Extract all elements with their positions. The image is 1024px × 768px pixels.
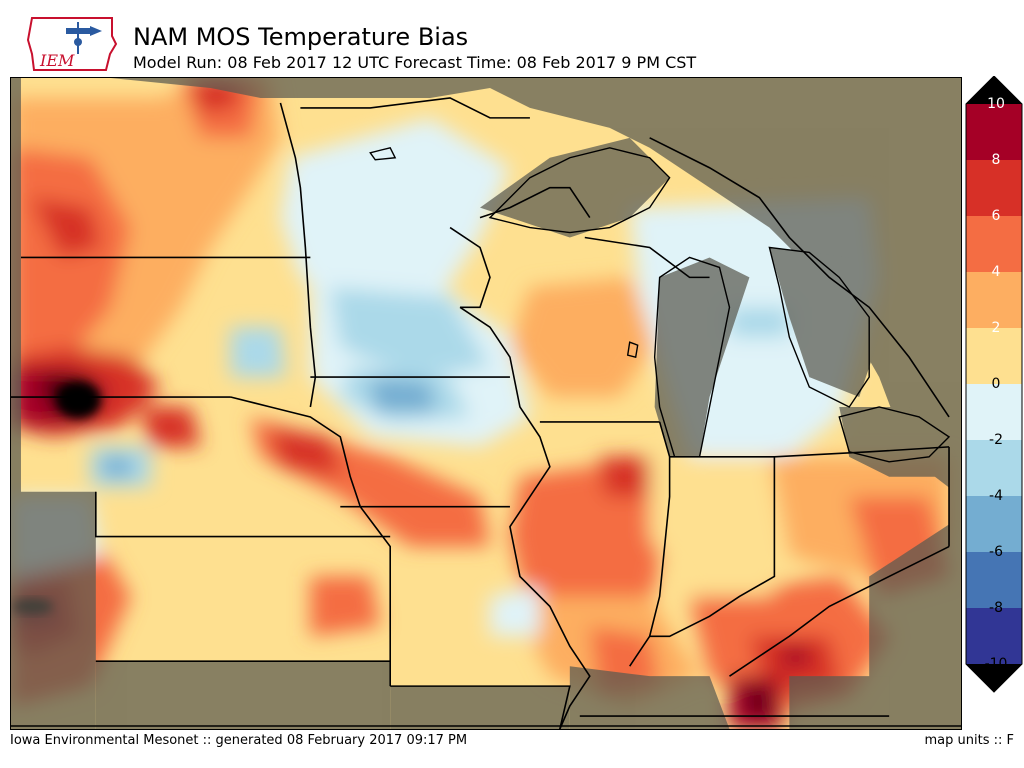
colorbar-min-arrow bbox=[966, 664, 1022, 692]
temperature-bias-map bbox=[10, 77, 962, 730]
map-title: NAM MOS Temperature Bias bbox=[133, 23, 469, 51]
colorbar-tick: 10 bbox=[987, 96, 1005, 112]
state-boundaries bbox=[11, 97, 961, 729]
footer-credit: Iowa Environmental Mesonet :: generated … bbox=[10, 733, 468, 748]
colorbar-tick: 0 bbox=[991, 376, 1001, 392]
weather-vane-icon bbox=[66, 22, 102, 54]
lake-shorelines bbox=[369, 146, 951, 463]
masked-areas bbox=[11, 78, 961, 729]
colorbar-tick: -2 bbox=[989, 432, 1003, 448]
colorbar-tick: -6 bbox=[989, 544, 1003, 560]
colorbar-tick: 8 bbox=[991, 152, 1001, 168]
colorbar-tick: -8 bbox=[989, 600, 1003, 616]
footer-units: map units :: F bbox=[924, 733, 1014, 748]
iem-logo: IEM bbox=[26, 17, 118, 71]
logo-text: IEM bbox=[39, 51, 75, 70]
colorbar-tick: 6 bbox=[991, 208, 1001, 224]
colorbar-tick: -4 bbox=[989, 488, 1003, 504]
colorbar-tick: 2 bbox=[991, 320, 1001, 336]
map-subtitle: Model Run: 08 Feb 2017 12 UTC Forecast T… bbox=[133, 53, 697, 72]
colorbar bbox=[965, 76, 1023, 693]
colorbar-tick: 4 bbox=[991, 264, 1001, 280]
colorbar-max-arrow bbox=[966, 76, 1022, 104]
colorbar-tick: -10 bbox=[984, 656, 1008, 672]
